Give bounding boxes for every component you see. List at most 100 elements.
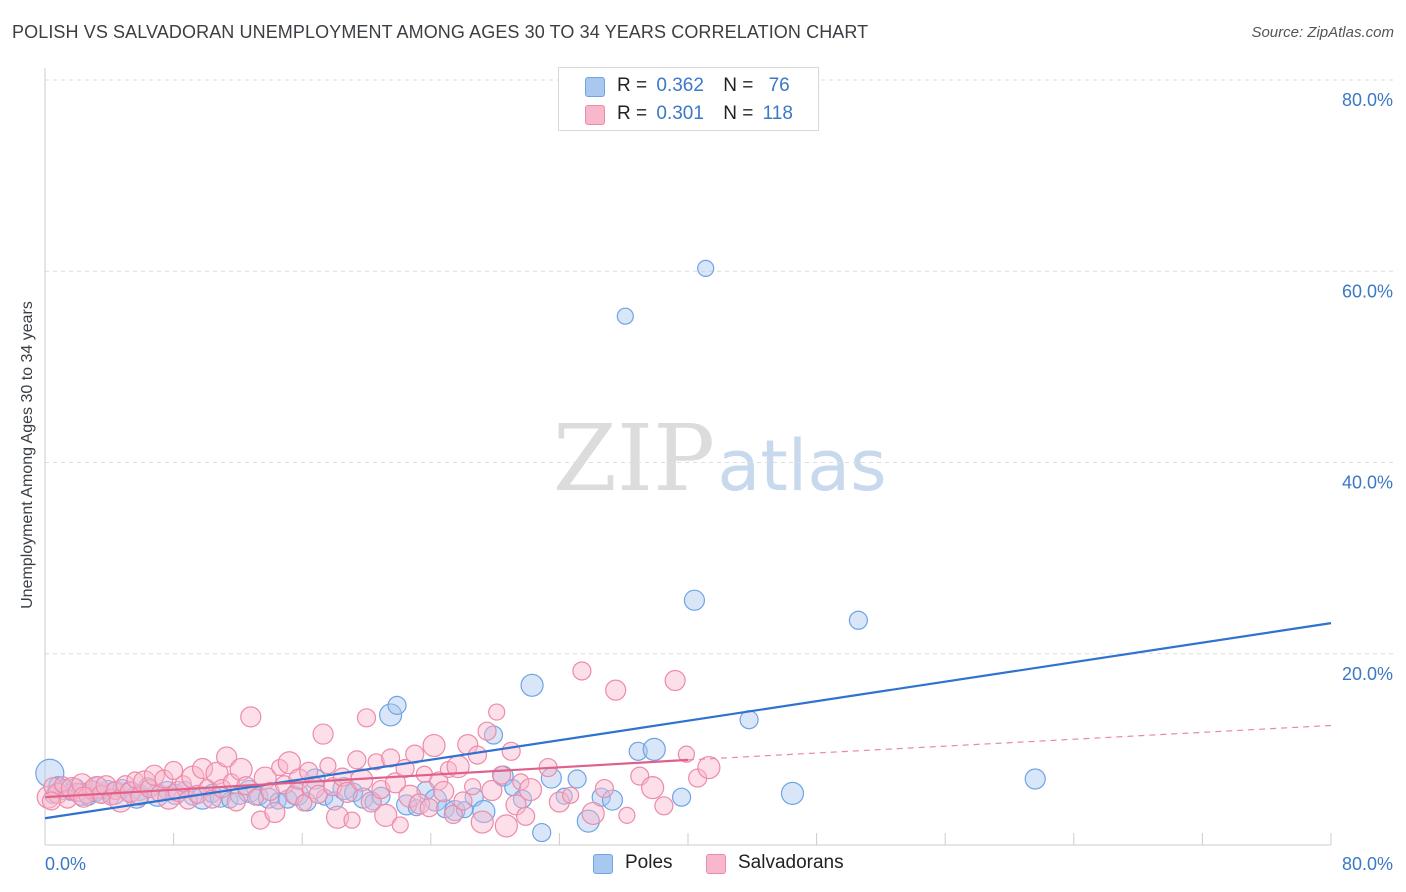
point-poles: [616, 307, 634, 325]
point-salvadorans: [143, 764, 165, 786]
point-salvadorans: [391, 816, 409, 834]
point-salvadorans: [618, 806, 636, 824]
point-salvadorans: [264, 801, 286, 824]
point-poles: [780, 781, 805, 805]
point-salvadorans: [641, 776, 665, 800]
point-salvadorans: [71, 773, 93, 795]
point-salvadorans: [572, 661, 592, 681]
point-salvadorans: [494, 814, 518, 838]
x-tick-label-min: 0.0%: [45, 854, 86, 874]
legend: R = 0.362 N = 76 R = 0.301 N = 118: [558, 67, 819, 131]
watermark-zip: ZIP: [553, 405, 715, 512]
point-poles: [1024, 768, 1046, 790]
watermark-atlas: atlas: [717, 425, 886, 507]
point-salvadorans: [336, 781, 358, 804]
point-poles: [628, 741, 648, 761]
point-salvadorans: [216, 746, 238, 768]
point-salvadorans: [677, 745, 695, 763]
legend-r-label: R =: [617, 75, 648, 96]
point-salvadorans: [654, 796, 674, 816]
legend-n-value-salvadorans: 118: [762, 103, 793, 124]
point-salvadorans: [205, 761, 229, 785]
legend-r-value-salvadorans: 0.301: [656, 103, 704, 124]
point-salvadorans: [226, 792, 246, 812]
point-poles: [671, 787, 692, 807]
legend-r-label: R =: [617, 103, 648, 124]
point-poles: [532, 822, 552, 843]
point-salvadorans: [191, 757, 214, 780]
point-salvadorans: [347, 750, 367, 770]
point-salvadorans: [139, 778, 160, 799]
point-salvadorans: [41, 791, 62, 811]
point-salvadorans: [319, 757, 337, 775]
point-salvadorans: [697, 755, 721, 780]
point-salvadorans: [367, 753, 385, 771]
point-salvadorans: [581, 801, 605, 826]
bottom-legend-swatch-salvadorans: [706, 854, 726, 874]
point-salvadorans: [605, 679, 627, 701]
point-salvadorans: [422, 733, 446, 758]
bottom-legend-label-salvadorans: Salvadorans: [738, 852, 844, 873]
source-label: Source: ZipAtlas.com: [1251, 24, 1394, 41]
legend-r-value-poles: 0.362: [656, 75, 704, 96]
point-poles: [567, 769, 587, 789]
point-salvadorans: [381, 748, 401, 768]
point-salvadorans: [512, 773, 530, 791]
point-poles: [683, 589, 706, 611]
point-salvadorans: [72, 786, 95, 808]
point-salvadorans: [467, 745, 488, 765]
point-salvadorans: [408, 793, 431, 815]
point-salvadorans: [470, 810, 494, 834]
point-salvadorans: [229, 757, 253, 782]
point-salvadorans: [491, 765, 512, 785]
point-salvadorans: [463, 778, 482, 796]
point-salvadorans: [516, 806, 536, 826]
point-salvadorans: [433, 780, 455, 803]
point-salvadorans: [505, 794, 527, 816]
point-salvadorans: [299, 761, 319, 781]
point-salvadorans: [429, 771, 449, 791]
point-salvadorans: [501, 741, 521, 761]
point-salvadorans: [295, 794, 313, 812]
point-salvadorans: [562, 786, 580, 804]
trendline-salvadorans-extension: [687, 724, 1332, 761]
point-poles: [379, 703, 403, 727]
legend-swatch-salvadorans: [585, 105, 605, 125]
x-tick-label-max: 80.0%: [1342, 854, 1393, 874]
point-salvadorans: [374, 803, 398, 827]
point-salvadorans: [548, 791, 571, 813]
point-salvadorans: [518, 777, 543, 802]
point-poles: [520, 673, 544, 697]
point-salvadorans: [419, 798, 439, 818]
point-poles: [848, 610, 868, 630]
y-tick-label: 60.0%: [1342, 281, 1393, 301]
point-salvadorans: [481, 779, 503, 802]
bottom-legend-label-poles: Poles: [625, 852, 673, 873]
trendline-salvadorans: [44, 758, 689, 799]
point-salvadorans: [594, 778, 615, 799]
legend-n-value-poles: 76: [768, 75, 790, 96]
point-salvadorans: [240, 706, 262, 728]
point-salvadorans: [356, 708, 377, 728]
point-salvadorans: [453, 791, 473, 811]
point-salvadorans: [343, 811, 361, 829]
point-poles: [697, 259, 715, 277]
point-salvadorans: [488, 703, 506, 721]
point-salvadorans: [443, 804, 463, 825]
point-salvadorans: [477, 721, 497, 741]
point-salvadorans: [277, 751, 301, 775]
point-salvadorans: [325, 805, 350, 829]
trendline-poles: [44, 622, 1332, 820]
point-poles: [642, 737, 666, 761]
legend-swatch-poles: [585, 77, 605, 97]
point-salvadorans: [164, 760, 184, 781]
point-poles: [601, 789, 624, 811]
point-salvadorans: [664, 669, 686, 692]
legend-n-label: N =: [723, 103, 754, 124]
y-tick-label: 20.0%: [1342, 664, 1393, 684]
legend-n-label: N =: [723, 75, 754, 96]
y-tick-label: 40.0%: [1342, 473, 1393, 493]
chart-title: POLISH VS SALVADORAN UNEMPLOYMENT AMONG …: [12, 22, 869, 42]
bottom-legend-swatch-poles: [593, 854, 613, 874]
